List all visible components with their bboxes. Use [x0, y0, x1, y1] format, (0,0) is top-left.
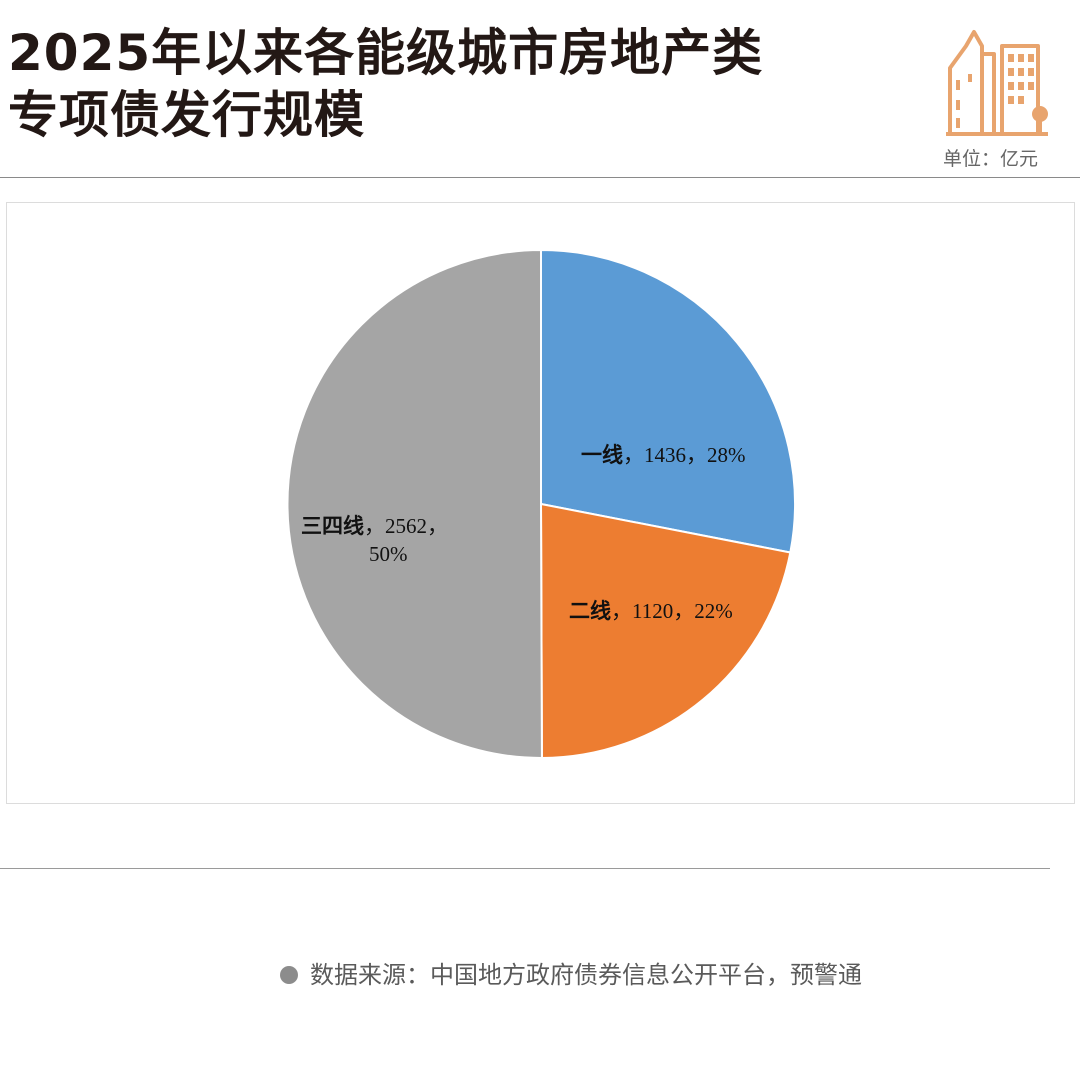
unit-label: 单位：亿元	[943, 148, 1039, 170]
footer-divider	[0, 868, 1050, 869]
pie-slice-1	[540, 248, 796, 554]
slice-label-3: 三四线，2562，	[301, 514, 448, 538]
slice-label-value: ，2562，	[364, 514, 448, 538]
slice-label-percent-3: 50%	[369, 542, 408, 566]
slice-label-name: 二线	[569, 599, 611, 623]
slice-label-name: 三四线	[301, 514, 364, 538]
data-source-text: 数据来源：中国地方政府债券信息公开平台，预警通	[310, 961, 862, 989]
header-divider	[0, 177, 1080, 178]
slice-label-value: ，1120，22%	[611, 599, 733, 623]
pie-slice-3	[286, 248, 543, 760]
chart-title-line-1: 2025年以来各能级城市房地产类	[8, 24, 764, 82]
slice-label-name: 一线	[581, 443, 623, 467]
bullet-icon	[280, 966, 298, 984]
chart-area: 一线，1436，28% 二线，1120，22% 三四线，2562， 50%	[6, 202, 1075, 804]
slice-label-2: 二线，1120，22%	[569, 599, 733, 623]
pie-chart: 一线，1436，28% 二线，1120，22% 三四线，2562， 50%	[286, 248, 796, 760]
pie-slice-2	[539, 502, 792, 760]
slice-label-value: ，1436，28%	[623, 443, 746, 467]
slice-label-1: 一线，1436，28%	[581, 443, 746, 467]
chart-title-line-2: 专项债发行规模	[8, 86, 365, 144]
data-source: 数据来源：中国地方政府债券信息公开平台，预警通	[280, 955, 862, 990]
chart-title: 2025年以来各能级城市房地产类 专项债发行规模	[8, 22, 763, 146]
city-buildings-icon	[946, 30, 1048, 136]
